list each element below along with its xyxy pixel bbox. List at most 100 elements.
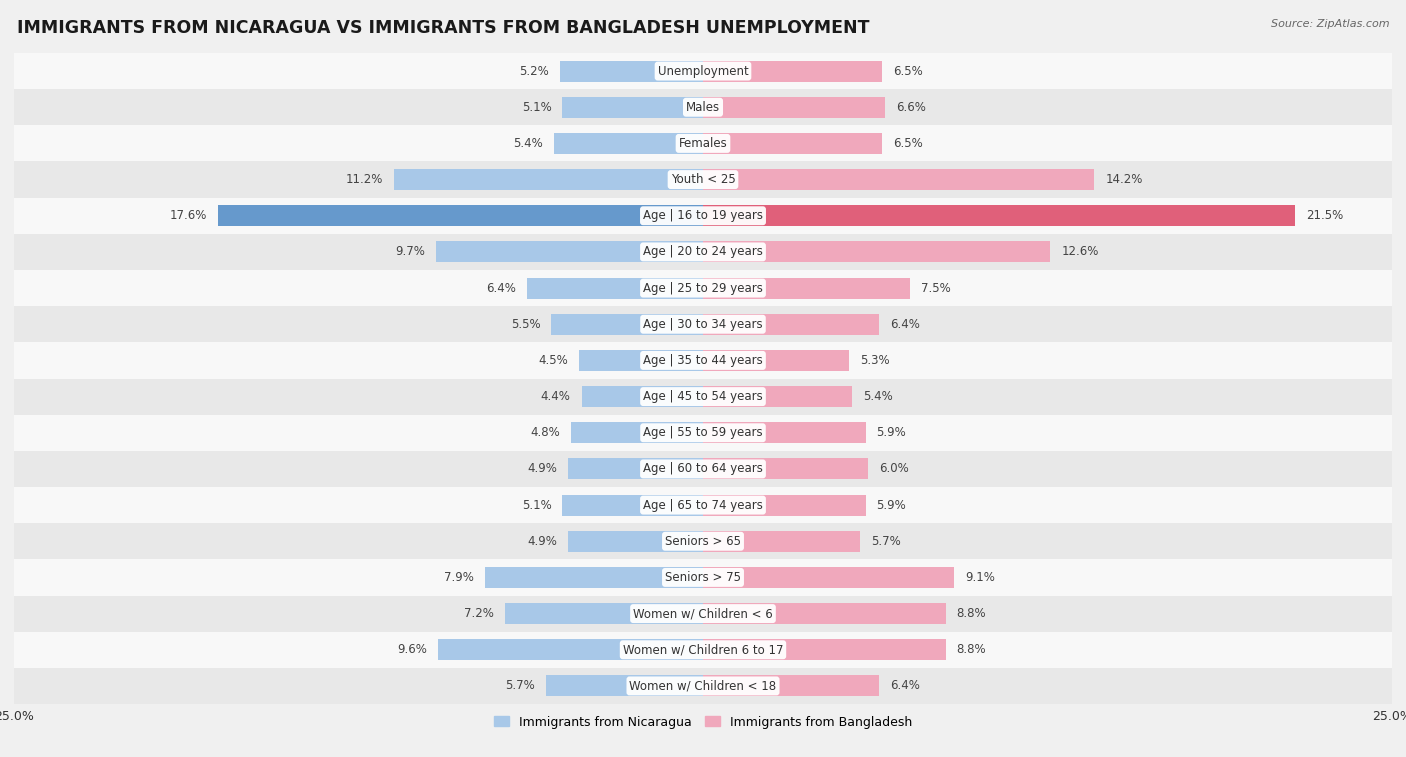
Bar (554, 133, 703, 154)
Text: 4.5%: 4.5% (538, 354, 568, 367)
Bar (703, 675, 879, 696)
Text: IMMIGRANTS FROM NICARAGUA VS IMMIGRANTS FROM BANGLADESH UNEMPLOYMENT: IMMIGRANTS FROM NICARAGUA VS IMMIGRANTS … (17, 19, 869, 37)
Text: Women w/ Children < 18: Women w/ Children < 18 (630, 680, 776, 693)
Text: 5.7%: 5.7% (505, 680, 534, 693)
Bar (703, 350, 849, 371)
Bar (703, 61, 882, 82)
Text: Age | 65 to 74 years: Age | 65 to 74 years (643, 499, 763, 512)
Text: Age | 55 to 59 years: Age | 55 to 59 years (643, 426, 763, 439)
Text: 7.2%: 7.2% (464, 607, 494, 620)
Text: Source: ZipAtlas.com: Source: ZipAtlas.com (1271, 19, 1389, 29)
Text: 6.5%: 6.5% (893, 137, 922, 150)
Bar (703, 639, 945, 660)
Text: 6.4%: 6.4% (890, 680, 921, 693)
Text: Males: Males (686, 101, 720, 114)
Bar (568, 459, 703, 479)
Bar (703, 313, 879, 335)
Bar (439, 639, 703, 660)
Bar (485, 567, 703, 588)
Bar (562, 97, 703, 118)
Text: 21.5%: 21.5% (1306, 209, 1344, 223)
Text: Age | 30 to 34 years: Age | 30 to 34 years (643, 318, 763, 331)
Bar (14, 631, 1392, 668)
Text: 5.5%: 5.5% (510, 318, 540, 331)
Text: Seniors > 65: Seniors > 65 (665, 534, 741, 548)
Text: Age | 35 to 44 years: Age | 35 to 44 years (643, 354, 763, 367)
Text: 5.1%: 5.1% (522, 499, 551, 512)
Text: 6.5%: 6.5% (893, 64, 922, 77)
Bar (14, 270, 1392, 306)
Bar (703, 133, 882, 154)
Bar (436, 241, 703, 263)
Text: 5.7%: 5.7% (872, 534, 901, 548)
Bar (703, 567, 953, 588)
Bar (703, 205, 1295, 226)
Text: 4.8%: 4.8% (530, 426, 560, 439)
Bar (546, 675, 703, 696)
Text: Unemployment: Unemployment (658, 64, 748, 77)
Text: 5.9%: 5.9% (876, 499, 907, 512)
Text: Youth < 25: Youth < 25 (671, 173, 735, 186)
Text: 6.0%: 6.0% (879, 463, 910, 475)
Bar (218, 205, 703, 226)
Bar (14, 523, 1392, 559)
Text: 5.1%: 5.1% (522, 101, 551, 114)
Bar (568, 531, 703, 552)
Text: 7.5%: 7.5% (921, 282, 950, 294)
Bar (703, 278, 910, 298)
Text: 9.6%: 9.6% (398, 643, 427, 656)
Bar (14, 306, 1392, 342)
Text: 6.6%: 6.6% (896, 101, 925, 114)
Text: 14.2%: 14.2% (1105, 173, 1143, 186)
Text: 12.6%: 12.6% (1062, 245, 1098, 258)
Text: Seniors > 75: Seniors > 75 (665, 571, 741, 584)
Text: Females: Females (679, 137, 727, 150)
Bar (560, 61, 703, 82)
Text: 5.3%: 5.3% (860, 354, 890, 367)
Text: 7.9%: 7.9% (444, 571, 474, 584)
Text: 4.9%: 4.9% (527, 534, 557, 548)
Bar (703, 97, 884, 118)
Bar (551, 313, 703, 335)
Bar (527, 278, 703, 298)
Bar (394, 169, 703, 190)
Text: Women w/ Children < 6: Women w/ Children < 6 (633, 607, 773, 620)
Text: 5.4%: 5.4% (513, 137, 543, 150)
Bar (703, 169, 1094, 190)
Text: 4.4%: 4.4% (541, 390, 571, 403)
Text: 8.8%: 8.8% (956, 643, 986, 656)
Bar (14, 161, 1392, 198)
Bar (14, 596, 1392, 631)
Bar (703, 459, 869, 479)
Bar (14, 342, 1392, 378)
Text: 5.9%: 5.9% (876, 426, 907, 439)
Bar (14, 89, 1392, 126)
Bar (703, 531, 860, 552)
Bar (14, 668, 1392, 704)
Bar (582, 386, 703, 407)
Bar (14, 53, 1392, 89)
Text: 17.6%: 17.6% (170, 209, 207, 223)
Text: 4.9%: 4.9% (527, 463, 557, 475)
Bar (703, 494, 866, 516)
Bar (562, 494, 703, 516)
Bar (14, 234, 1392, 270)
Text: 11.2%: 11.2% (346, 173, 384, 186)
Bar (703, 603, 945, 624)
Text: Age | 45 to 54 years: Age | 45 to 54 years (643, 390, 763, 403)
Bar (571, 422, 703, 444)
Text: 5.4%: 5.4% (863, 390, 893, 403)
Bar (14, 487, 1392, 523)
Bar (14, 378, 1392, 415)
Text: Age | 60 to 64 years: Age | 60 to 64 years (643, 463, 763, 475)
Text: Age | 16 to 19 years: Age | 16 to 19 years (643, 209, 763, 223)
Text: 9.1%: 9.1% (965, 571, 994, 584)
Bar (579, 350, 703, 371)
Bar (703, 422, 866, 444)
Text: 6.4%: 6.4% (485, 282, 516, 294)
Bar (14, 198, 1392, 234)
Bar (14, 415, 1392, 451)
Text: 9.7%: 9.7% (395, 245, 425, 258)
Text: 8.8%: 8.8% (956, 607, 986, 620)
Bar (703, 386, 852, 407)
